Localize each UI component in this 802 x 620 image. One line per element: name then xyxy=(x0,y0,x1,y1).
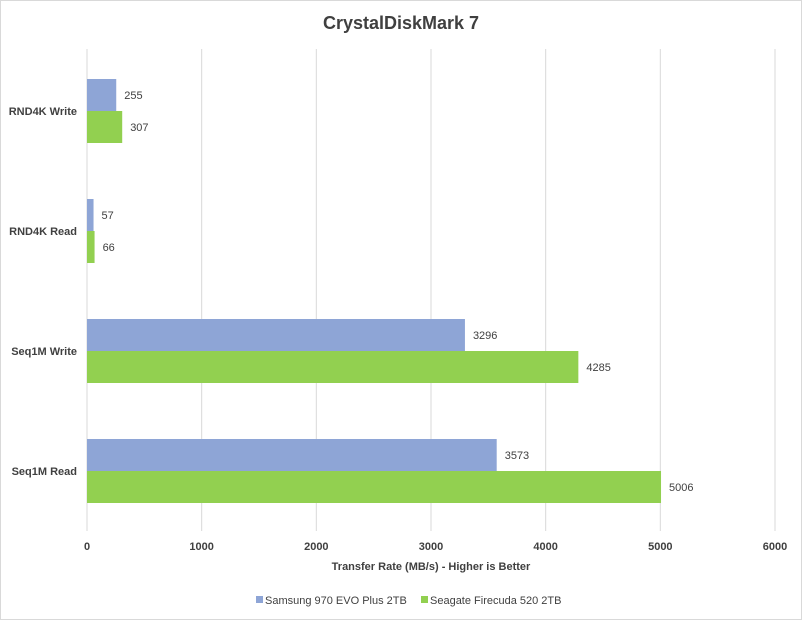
category-label: Seq1M Read xyxy=(12,466,77,478)
bar xyxy=(87,319,465,351)
data-label: 66 xyxy=(103,242,115,254)
bar xyxy=(87,471,662,503)
x-tick-label: 6000 xyxy=(763,541,787,553)
bar xyxy=(87,111,123,143)
bar xyxy=(87,231,95,263)
x-tick-label: 1000 xyxy=(189,541,213,553)
x-tick-labels: 0 1000 2000 3000 4000 5000 6000 xyxy=(84,541,787,553)
bar xyxy=(87,351,579,383)
data-labels: 255 307 57 66 3296 4285 3573 5006 xyxy=(102,90,694,494)
legend-swatch xyxy=(421,596,428,603)
data-label: 3573 xyxy=(505,450,529,462)
legend-label: Seagate Firecuda 520 2TB xyxy=(430,595,561,607)
x-axis-label: Transfer Rate (MB/s) - Higher is Better xyxy=(332,561,531,573)
data-label: 3296 xyxy=(473,330,497,342)
bar xyxy=(87,79,117,111)
bar xyxy=(87,199,94,231)
category-labels: RND4K Write RND4K Read Seq1M Write Seq1M Re… xyxy=(9,106,77,478)
bar xyxy=(87,439,497,471)
x-tick-label: 0 xyxy=(84,541,90,553)
x-tick-label: 3000 xyxy=(419,541,443,553)
x-tick-label: 4000 xyxy=(533,541,557,553)
x-tick-label: 5000 xyxy=(648,541,672,553)
category-label: RND4K Write xyxy=(9,106,77,118)
legend-swatch xyxy=(256,596,263,603)
category-label: RND4K Read xyxy=(9,226,77,238)
data-label: 307 xyxy=(130,122,148,134)
bars xyxy=(87,79,662,503)
data-label: 255 xyxy=(124,90,142,102)
x-tick-label: 2000 xyxy=(304,541,328,553)
data-label: 5006 xyxy=(669,482,693,494)
chart-title: CrystalDiskMark 7 xyxy=(323,13,479,33)
category-label: Seq1M Write xyxy=(11,346,77,358)
legend: Samsung 970 EVO Plus 2TB Seagate Firecuda… xyxy=(256,595,561,607)
data-label: 4285 xyxy=(586,362,610,374)
legend-label: Samsung 970 EVO Plus 2TB xyxy=(265,595,407,607)
gridlines xyxy=(86,49,776,531)
data-label: 57 xyxy=(102,210,114,222)
